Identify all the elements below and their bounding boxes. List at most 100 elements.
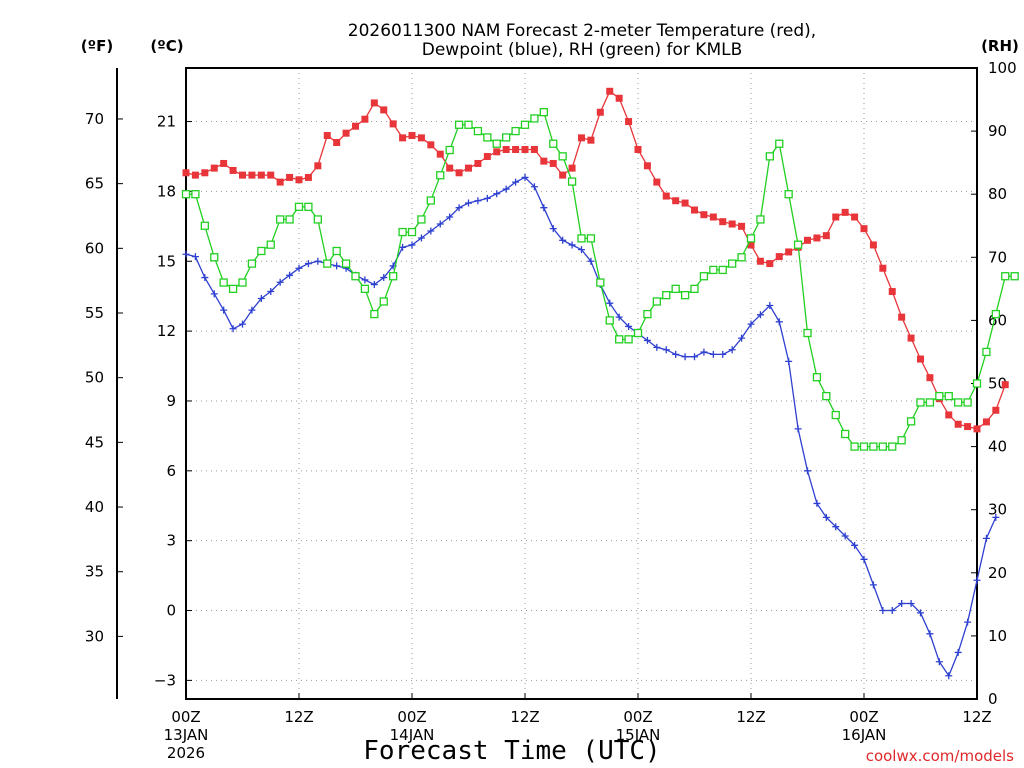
dewpoint-point <box>417 234 425 242</box>
rh-point <box>549 139 558 148</box>
rh-point <box>502 133 511 142</box>
dewpoint-point <box>860 555 868 563</box>
temperature-point <box>465 164 472 172</box>
series-rh <box>181 108 1019 451</box>
temperature-point <box>681 199 689 207</box>
rh-point <box>718 265 727 275</box>
time-tick-year: 2026 <box>167 744 205 762</box>
dewpoint-point <box>625 322 633 330</box>
temperature-point <box>521 145 529 153</box>
series-dewpoint <box>182 173 1000 680</box>
dewpoint-point <box>907 600 915 608</box>
dewpoint-point <box>832 523 840 531</box>
rh-point <box>643 309 652 319</box>
rh-point <box>398 227 407 237</box>
temperature-point <box>483 152 491 160</box>
dewpoint-point <box>220 306 228 314</box>
rh-point <box>737 253 746 262</box>
rh-point <box>247 259 257 268</box>
dewpoint-point <box>738 334 746 342</box>
temperature-point <box>417 134 425 142</box>
temperature-point <box>700 211 708 219</box>
rh-point <box>191 190 200 199</box>
dewpoint-point <box>653 343 661 351</box>
temperature-point <box>436 150 444 158</box>
temperature-point <box>662 192 670 200</box>
rh-point <box>1010 272 1019 281</box>
dewpoint-point <box>521 173 529 181</box>
temperature-point <box>304 173 312 181</box>
dewpoint-point <box>964 618 972 626</box>
dewpoint-point <box>474 197 482 205</box>
rh-point <box>558 152 567 161</box>
rh-point <box>445 145 454 155</box>
rh-point <box>370 309 379 319</box>
dewpoint-point <box>935 658 943 666</box>
temperature-point <box>380 106 388 114</box>
temperature-point <box>879 264 887 272</box>
rh-point <box>200 221 209 230</box>
dewpoint-point <box>794 425 802 433</box>
temperature-point <box>982 418 990 426</box>
rh-tick-label: 20 <box>988 564 1007 582</box>
dewpoint-point <box>898 600 906 608</box>
series-line <box>185 176 997 678</box>
rh-point <box>539 108 548 117</box>
rh-tick-label: 90 <box>988 122 1007 140</box>
temperature-point <box>973 425 981 433</box>
dewpoint-point <box>973 576 981 584</box>
time-tick-date: 15JAN <box>616 726 661 744</box>
temperature-point <box>860 225 868 233</box>
dewpoint-point <box>982 534 990 542</box>
temperature-point <box>408 132 416 140</box>
dewpoint-point <box>512 178 520 186</box>
rh-point <box>238 278 247 287</box>
temperature-point <box>333 139 341 147</box>
temperature-point <box>832 213 840 221</box>
fahrenheit-tick-label: 55 <box>85 304 104 322</box>
dewpoint-point <box>615 313 623 321</box>
dewpoint-point <box>436 220 444 228</box>
rh-point <box>982 347 991 357</box>
rh-point <box>210 253 219 262</box>
rh-point <box>511 126 520 136</box>
dewpoint-point <box>568 241 576 249</box>
time-tick-label: 00Z <box>849 708 878 726</box>
temperature-point <box>756 257 764 265</box>
dewpoint-point <box>239 320 246 328</box>
temperature-point <box>587 136 595 144</box>
chart-title-line1: 2026011300 NAM Forecast 2-meter Temperat… <box>348 21 816 41</box>
temperature-point <box>841 208 849 216</box>
rh-point <box>577 234 586 243</box>
rh-point <box>728 259 737 268</box>
rh-point <box>266 240 275 249</box>
dewpoint-point <box>700 348 708 356</box>
temperature-point <box>530 145 538 153</box>
dewpoint-point <box>465 199 472 207</box>
series-2-meter-temperature <box>182 87 1009 433</box>
dewpoint-point <box>248 306 256 314</box>
celsius-tick-label: −3 <box>154 671 176 689</box>
temperature-point <box>738 222 746 230</box>
temperature-point <box>964 423 972 431</box>
rh-point <box>332 246 341 256</box>
rh-point <box>454 120 464 129</box>
temperature-point <box>578 134 585 142</box>
rh-tick-label: 30 <box>988 501 1007 519</box>
rh-point <box>473 126 483 136</box>
temperature-point <box>239 171 246 179</box>
temperature-point <box>276 178 284 186</box>
temperature-point <box>954 420 962 428</box>
rh-tick-label: 80 <box>988 185 1007 203</box>
temperature-point <box>549 159 557 167</box>
temperature-point <box>559 171 567 179</box>
temperature-point <box>267 171 275 179</box>
temperature-point <box>926 374 934 382</box>
rh-point <box>690 284 699 294</box>
dewpoint-point <box>756 311 764 319</box>
dewpoint-point <box>672 350 680 358</box>
rh-point <box>605 316 614 325</box>
temperature-point <box>502 145 510 153</box>
rh-point <box>530 114 539 123</box>
